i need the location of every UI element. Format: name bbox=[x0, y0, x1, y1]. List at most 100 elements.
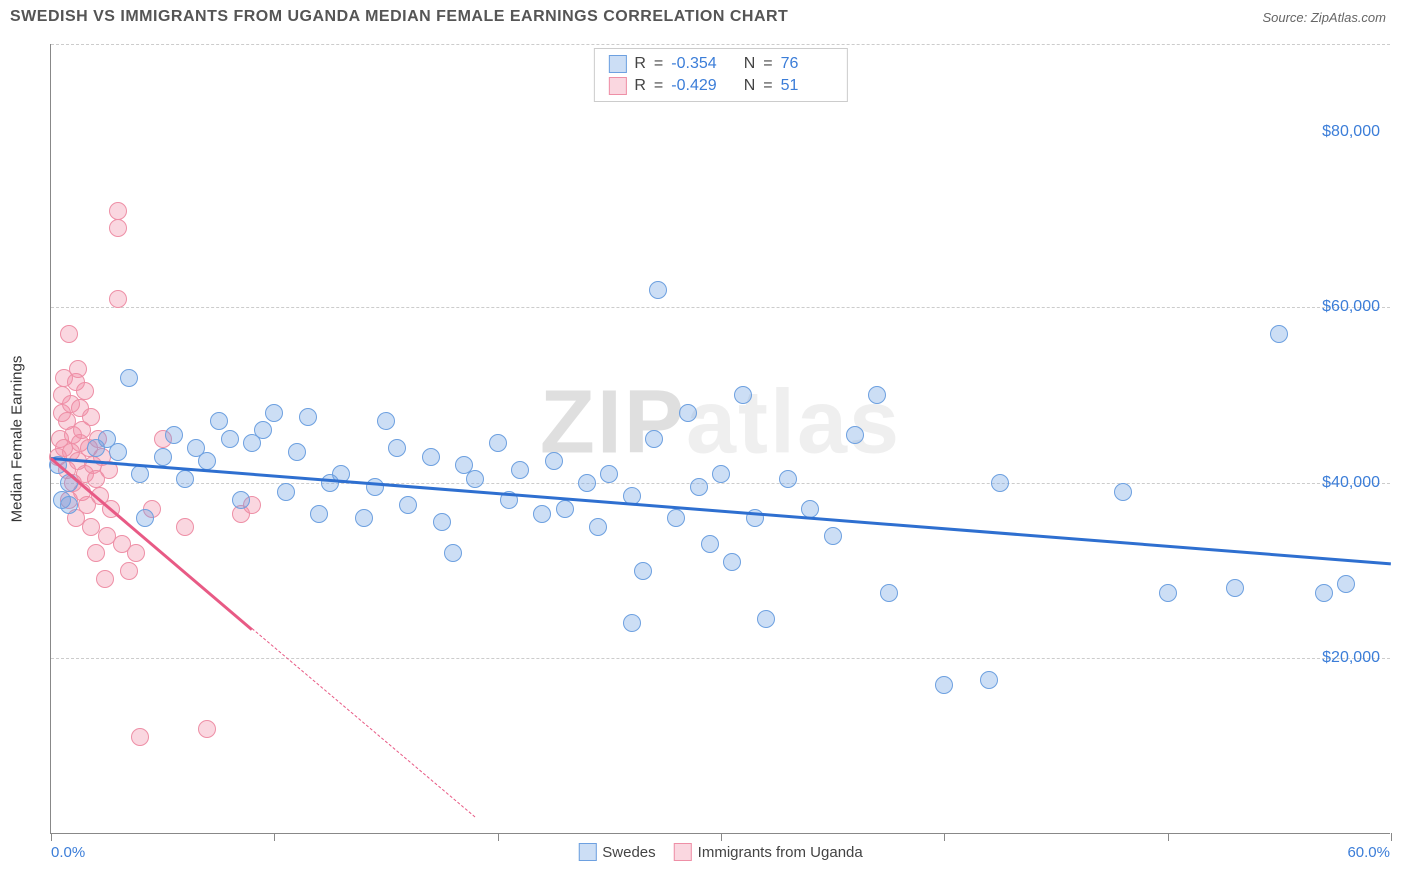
gridline bbox=[51, 44, 1390, 45]
data-point-swedes bbox=[679, 404, 697, 422]
x-tick bbox=[498, 833, 499, 841]
legend-item-uganda: Immigrants from Uganda bbox=[674, 843, 863, 861]
data-point-swedes bbox=[232, 491, 250, 509]
data-point-swedes bbox=[154, 448, 172, 466]
data-point-swedes bbox=[265, 404, 283, 422]
chart-title: SWEDISH VS IMMIGRANTS FROM UGANDA MEDIAN… bbox=[10, 8, 788, 26]
data-point-swedes bbox=[779, 470, 797, 488]
data-point-swedes bbox=[600, 465, 618, 483]
data-point-swedes bbox=[299, 408, 317, 426]
data-point-uganda bbox=[76, 382, 94, 400]
data-point-swedes bbox=[1159, 584, 1177, 602]
stats-row-swedes: R = -0.354 N = 76 bbox=[608, 53, 832, 75]
data-point-swedes bbox=[757, 610, 775, 628]
x-axis-min-label: 0.0% bbox=[51, 844, 85, 861]
data-point-swedes bbox=[578, 474, 596, 492]
data-point-swedes bbox=[120, 369, 138, 387]
data-point-swedes bbox=[1226, 579, 1244, 597]
data-point-uganda bbox=[87, 544, 105, 562]
data-point-uganda bbox=[198, 720, 216, 738]
legend: Swedes Immigrants from Uganda bbox=[578, 843, 862, 861]
data-point-swedes bbox=[254, 421, 272, 439]
data-point-swedes bbox=[399, 496, 417, 514]
data-point-swedes bbox=[310, 505, 328, 523]
legend-item-swedes: Swedes bbox=[578, 843, 655, 861]
data-point-swedes bbox=[690, 478, 708, 496]
data-point-swedes bbox=[489, 434, 507, 452]
y-tick-label: $80,000 bbox=[1322, 123, 1380, 141]
swatch-swedes bbox=[608, 55, 626, 73]
data-point-swedes bbox=[165, 426, 183, 444]
y-tick-label: $60,000 bbox=[1322, 298, 1380, 316]
data-point-swedes bbox=[355, 509, 373, 527]
y-tick-label: $40,000 bbox=[1322, 474, 1380, 492]
data-point-swedes bbox=[734, 386, 752, 404]
data-point-swedes bbox=[545, 452, 563, 470]
data-point-uganda bbox=[176, 518, 194, 536]
data-point-uganda bbox=[69, 360, 87, 378]
data-point-swedes bbox=[634, 562, 652, 580]
data-point-uganda bbox=[131, 728, 149, 746]
swatch-uganda-icon bbox=[674, 843, 692, 861]
data-point-uganda bbox=[60, 325, 78, 343]
data-point-swedes bbox=[935, 676, 953, 694]
x-tick bbox=[51, 833, 52, 841]
data-point-swedes bbox=[667, 509, 685, 527]
data-point-swedes bbox=[556, 500, 574, 518]
data-point-swedes bbox=[466, 470, 484, 488]
data-point-swedes bbox=[712, 465, 730, 483]
trendline-uganda-dashed bbox=[252, 628, 476, 817]
data-point-swedes bbox=[136, 509, 154, 527]
data-point-uganda bbox=[127, 544, 145, 562]
x-tick bbox=[274, 833, 275, 841]
swatch-uganda bbox=[608, 77, 626, 95]
y-tick-label: $20,000 bbox=[1322, 649, 1380, 667]
data-point-swedes bbox=[623, 614, 641, 632]
data-point-swedes bbox=[377, 412, 395, 430]
y-axis-title: Median Female Earnings bbox=[9, 355, 26, 522]
data-point-swedes bbox=[109, 443, 127, 461]
data-point-swedes bbox=[198, 452, 216, 470]
data-point-swedes bbox=[1315, 584, 1333, 602]
data-point-swedes bbox=[589, 518, 607, 536]
stats-row-uganda: R = -0.429 N = 51 bbox=[608, 75, 832, 97]
scatter-chart: Median Female Earnings ZIPatlas R = -0.3… bbox=[50, 44, 1390, 834]
data-point-uganda bbox=[109, 290, 127, 308]
data-point-swedes bbox=[980, 671, 998, 689]
x-axis-max-label: 60.0% bbox=[1347, 844, 1390, 861]
data-point-swedes bbox=[533, 505, 551, 523]
x-tick bbox=[721, 833, 722, 841]
data-point-uganda bbox=[82, 408, 100, 426]
data-point-swedes bbox=[645, 430, 663, 448]
data-point-swedes bbox=[221, 430, 239, 448]
data-point-swedes bbox=[1114, 483, 1132, 501]
data-point-swedes bbox=[723, 553, 741, 571]
data-point-swedes bbox=[1270, 325, 1288, 343]
data-point-swedes bbox=[701, 535, 719, 553]
data-point-swedes bbox=[649, 281, 667, 299]
data-point-swedes bbox=[824, 527, 842, 545]
data-point-swedes bbox=[277, 483, 295, 501]
data-point-swedes bbox=[444, 544, 462, 562]
x-tick bbox=[1168, 833, 1169, 841]
data-point-swedes bbox=[131, 465, 149, 483]
gridline bbox=[51, 658, 1390, 659]
x-tick bbox=[944, 833, 945, 841]
data-point-swedes bbox=[210, 412, 228, 430]
data-point-swedes bbox=[846, 426, 864, 444]
data-point-uganda bbox=[109, 219, 127, 237]
gridline bbox=[51, 307, 1390, 308]
data-point-swedes bbox=[176, 470, 194, 488]
data-point-uganda bbox=[120, 562, 138, 580]
data-point-swedes bbox=[880, 584, 898, 602]
data-point-swedes bbox=[868, 386, 886, 404]
data-point-swedes bbox=[433, 513, 451, 531]
data-point-uganda bbox=[96, 570, 114, 588]
data-point-swedes bbox=[388, 439, 406, 457]
data-point-swedes bbox=[1337, 575, 1355, 593]
data-point-swedes bbox=[511, 461, 529, 479]
source-label: Source: ZipAtlas.com bbox=[1262, 10, 1386, 25]
data-point-swedes bbox=[422, 448, 440, 466]
data-point-swedes bbox=[991, 474, 1009, 492]
swatch-swedes-icon bbox=[578, 843, 596, 861]
